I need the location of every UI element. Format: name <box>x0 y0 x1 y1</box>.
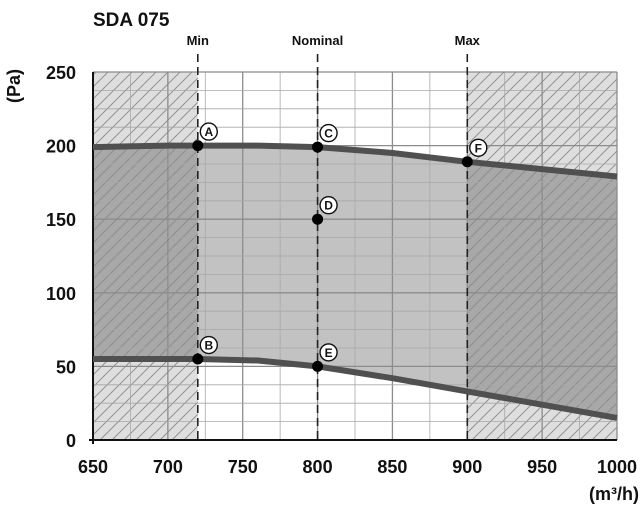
point-badge-e <box>319 343 338 362</box>
point-a <box>192 140 204 152</box>
point-label-d: D <box>324 199 333 213</box>
x-tick-label: 850 <box>377 457 407 477</box>
point-badge-a <box>199 122 219 141</box>
marker-label-nominal: Nominal <box>292 33 343 48</box>
x-axis-label: (m³/h) <box>589 484 639 504</box>
point-d <box>312 213 324 225</box>
chart-title: SDA 075 <box>93 10 170 31</box>
point-badge-d <box>319 195 338 215</box>
x-tick-label: 750 <box>228 457 258 477</box>
point-f <box>461 156 473 168</box>
point-label-e: E <box>325 346 333 360</box>
point-label-b: B <box>204 339 213 353</box>
y-axis-label: (Pa) <box>4 69 24 103</box>
y-tick-label: 50 <box>56 357 76 377</box>
point-badge-b <box>199 335 219 355</box>
point-b <box>192 353 204 365</box>
point-e <box>312 360 324 372</box>
point-badge-c <box>319 123 338 143</box>
y-tick-label: 250 <box>46 63 76 83</box>
x-tick-label: 800 <box>303 457 333 477</box>
marker-label-max: Max <box>455 33 481 48</box>
point-label-f: F <box>475 141 482 155</box>
x-tick-label: 1000 <box>597 457 637 477</box>
y-tick-label: 150 <box>46 210 76 230</box>
y-tick-label: 0 <box>66 431 76 451</box>
marker-label-min: Min <box>187 33 209 48</box>
y-tick-label: 200 <box>46 137 76 157</box>
point-c <box>312 141 324 153</box>
point-label-a: A <box>204 125 213 139</box>
x-tick-label: 650 <box>78 457 108 477</box>
x-tick-label: 900 <box>452 457 482 477</box>
y-tick-label: 100 <box>46 284 76 304</box>
x-tick-label: 700 <box>153 457 183 477</box>
x-tick-label: 950 <box>527 457 557 477</box>
point-badge-f <box>469 138 488 157</box>
point-label-c: C <box>324 127 333 141</box>
